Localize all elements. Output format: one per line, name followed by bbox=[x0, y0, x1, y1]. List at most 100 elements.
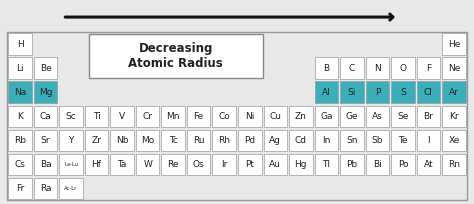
Text: Fe: Fe bbox=[193, 112, 204, 121]
Bar bbox=[110, 105, 134, 127]
Text: Bi: Bi bbox=[373, 160, 382, 169]
Text: Pb: Pb bbox=[346, 160, 357, 169]
Text: Cr: Cr bbox=[143, 112, 153, 121]
Text: Mn: Mn bbox=[166, 112, 180, 121]
Bar bbox=[9, 178, 32, 199]
Bar bbox=[9, 154, 32, 175]
Bar bbox=[9, 33, 32, 55]
Text: V: V bbox=[119, 112, 125, 121]
Bar bbox=[417, 105, 440, 127]
Text: Sr: Sr bbox=[41, 136, 50, 145]
Bar bbox=[365, 58, 389, 79]
Bar bbox=[212, 105, 236, 127]
Text: Sc: Sc bbox=[66, 112, 76, 121]
Bar bbox=[59, 105, 83, 127]
Text: He: He bbox=[448, 40, 460, 49]
Text: Zr: Zr bbox=[91, 136, 101, 145]
Bar bbox=[264, 105, 287, 127]
Text: Kr: Kr bbox=[449, 112, 459, 121]
Text: Ac-Lr: Ac-Lr bbox=[64, 186, 78, 191]
Text: Na: Na bbox=[14, 88, 26, 97]
Text: H: H bbox=[17, 40, 23, 49]
Bar bbox=[442, 130, 465, 151]
Bar bbox=[162, 154, 185, 175]
Bar bbox=[187, 105, 210, 127]
Text: Ga: Ga bbox=[320, 112, 333, 121]
Text: At: At bbox=[424, 160, 433, 169]
Bar bbox=[340, 154, 364, 175]
Bar bbox=[365, 154, 389, 175]
Text: Ca: Ca bbox=[40, 112, 52, 121]
Text: Tl: Tl bbox=[322, 160, 330, 169]
Text: Rb: Rb bbox=[14, 136, 26, 145]
Text: C: C bbox=[349, 64, 355, 73]
Bar bbox=[187, 154, 210, 175]
Text: Ir: Ir bbox=[221, 160, 228, 169]
Text: Nb: Nb bbox=[116, 136, 128, 145]
Text: Li: Li bbox=[16, 64, 24, 73]
Bar bbox=[34, 58, 57, 79]
Text: Ge: Ge bbox=[346, 112, 358, 121]
Text: Te: Te bbox=[398, 136, 408, 145]
Bar bbox=[238, 154, 262, 175]
Text: Cu: Cu bbox=[269, 112, 281, 121]
Bar bbox=[365, 105, 389, 127]
Text: Sb: Sb bbox=[372, 136, 383, 145]
Text: I: I bbox=[427, 136, 430, 145]
Text: Fr: Fr bbox=[16, 184, 24, 193]
Text: P: P bbox=[374, 88, 380, 97]
Bar bbox=[136, 154, 159, 175]
Text: Pd: Pd bbox=[244, 136, 255, 145]
Bar bbox=[315, 105, 338, 127]
Bar bbox=[417, 81, 440, 103]
Bar bbox=[34, 130, 57, 151]
Bar bbox=[289, 105, 312, 127]
Text: Ra: Ra bbox=[40, 184, 51, 193]
Bar bbox=[34, 105, 57, 127]
Bar bbox=[238, 130, 262, 151]
Bar bbox=[34, 178, 57, 199]
Bar bbox=[59, 130, 83, 151]
Bar bbox=[162, 130, 185, 151]
Bar bbox=[315, 58, 338, 79]
Text: Ba: Ba bbox=[40, 160, 51, 169]
Text: Ar: Ar bbox=[449, 88, 459, 97]
Text: Mg: Mg bbox=[39, 88, 52, 97]
Bar bbox=[34, 81, 57, 103]
Bar bbox=[136, 130, 159, 151]
Text: Br: Br bbox=[423, 112, 433, 121]
Bar bbox=[442, 58, 465, 79]
Bar bbox=[365, 81, 389, 103]
Text: Pt: Pt bbox=[245, 160, 254, 169]
Text: K: K bbox=[17, 112, 23, 121]
Bar bbox=[340, 105, 364, 127]
Bar bbox=[187, 130, 210, 151]
Bar bbox=[34, 154, 57, 175]
Text: Sn: Sn bbox=[346, 136, 357, 145]
Text: Se: Se bbox=[397, 112, 409, 121]
Bar bbox=[417, 58, 440, 79]
Text: Al: Al bbox=[322, 88, 331, 97]
Text: N: N bbox=[374, 64, 381, 73]
Text: B: B bbox=[323, 64, 329, 73]
Text: Ta: Ta bbox=[118, 160, 127, 169]
Bar bbox=[315, 81, 338, 103]
Bar bbox=[340, 130, 364, 151]
Text: Xe: Xe bbox=[448, 136, 460, 145]
Bar bbox=[391, 105, 415, 127]
Bar bbox=[264, 154, 287, 175]
Bar bbox=[212, 154, 236, 175]
Bar bbox=[442, 33, 465, 55]
Bar bbox=[89, 34, 263, 78]
Bar bbox=[59, 154, 83, 175]
Bar bbox=[9, 105, 32, 127]
Bar bbox=[85, 154, 109, 175]
Text: Ag: Ag bbox=[269, 136, 281, 145]
Bar bbox=[417, 130, 440, 151]
Bar bbox=[289, 154, 312, 175]
Text: Cl: Cl bbox=[424, 88, 433, 97]
Text: Tc: Tc bbox=[169, 136, 178, 145]
Text: Zn: Zn bbox=[295, 112, 307, 121]
Bar bbox=[315, 154, 338, 175]
Text: Cd: Cd bbox=[295, 136, 307, 145]
